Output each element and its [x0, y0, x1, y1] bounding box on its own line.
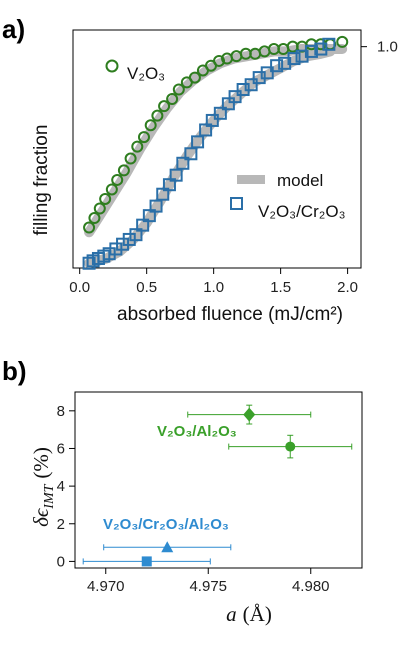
v2o3-data-point [158, 100, 171, 113]
v2o3-cr2o3-data-point [176, 156, 190, 170]
v2o3-data-point [213, 54, 226, 67]
v2o3-data-point [117, 164, 130, 177]
v2o3-cr2o3-data-point [304, 44, 318, 58]
v2o3-data-point [151, 109, 164, 122]
panel-b-x-tick-label: 4.975 [189, 578, 227, 595]
v2o3-data-point [124, 152, 137, 165]
triangle-data-point [161, 541, 174, 553]
panel-b-y-tick-label: 4 [57, 478, 65, 495]
panel-b-x-unit: (Å) [243, 602, 272, 626]
panel-a-y-axis-label: filling fraction [31, 125, 52, 236]
series-label-v2o3: V₂O₃ [127, 64, 165, 83]
panel-b-label: b) [2, 356, 27, 386]
v2o3-data-point [111, 173, 124, 186]
v2o3-cr2o3-data-point [142, 209, 156, 223]
square-data-point [141, 556, 152, 567]
panel-b-y-axis-label: δϵIMT (%) [29, 447, 57, 527]
v2o3-cr2o3-data-point [129, 228, 143, 242]
v2o3-cr2o3-data-point [221, 97, 235, 111]
v2o3-cr2o3-data-point [244, 78, 258, 92]
diamond-data-point [243, 407, 256, 422]
v2o3-data-point [105, 183, 118, 196]
panel-b-y-subscript: IMT [42, 483, 57, 509]
v2o3-data-point [83, 221, 96, 234]
panel-b-y-tick-label: 6 [57, 440, 65, 457]
panel-a-plot: 0.0 0.5 1.0 1.5 2.0 1.0 [69, 29, 398, 296]
panel-a-right-tick-label: 1.0 [377, 39, 398, 56]
v2o3-data-point [131, 140, 144, 153]
v2o3-cr2o3-data-point [156, 187, 170, 201]
panel-b-y-tick-label: 0 [57, 553, 65, 570]
v2o3-data-point [336, 35, 349, 48]
panel-a-x-axis-label: absorbed fluence (mJ/cm²) [117, 304, 343, 325]
legend-square-marker [230, 197, 243, 210]
v2o3-cr2o3-data-point [228, 90, 242, 104]
v2o3-data-point [137, 131, 150, 144]
v2o3-cr2o3-data-point [162, 178, 176, 192]
v2o3-cr2o3-data-point [169, 168, 183, 182]
v2o3-data-point [93, 202, 106, 215]
v2o3-data-point [166, 93, 179, 106]
panel-a-x-tick-label: 0.5 [136, 279, 157, 296]
group-label-v2o3-al2o3: V₂O₃/Al₂O₃ [157, 423, 237, 440]
v2o3-cr2o3-data-point [191, 135, 205, 149]
panel-b-plot-frame [74, 391, 363, 569]
v2o3-cr2o3-data-point [199, 123, 213, 137]
panel-b-x-tick-label: 4.980 [292, 578, 330, 595]
panel-a-x-tick-label: 1.0 [203, 279, 224, 296]
v2o3-data-point [88, 212, 101, 225]
legend-series-label: V₂O₃/Cr₂O₃ [258, 202, 346, 221]
v2o3-data-point [172, 83, 185, 96]
v2o3-cr2o3-data-point [322, 37, 336, 51]
v2o3-data-point [188, 71, 201, 84]
panel-a-label: a) [2, 14, 25, 44]
panel-b-y-symbol: δϵ [29, 507, 53, 527]
panel-b-y-unit: (%) [29, 447, 53, 478]
v2o3-cr2o3-data-point [149, 199, 163, 213]
v2o3-cr2o3-data-point [287, 52, 301, 66]
panel-a-plot-frame [72, 29, 362, 269]
v2o3-cr2o3-data-point [184, 147, 198, 161]
panel-b-x-symbol: a [226, 602, 237, 626]
panel-a-x-tick-label: 2.0 [337, 279, 358, 296]
panel-a-x-tick-label: 1.5 [270, 279, 291, 296]
v2o3-cr2o3-data-point [136, 218, 150, 232]
panel-b-y-tick-label: 8 [57, 403, 65, 420]
v2o3-data-point [144, 119, 157, 132]
group-label-v2o3-cr2o3-al2o3: V₂O₃/Cr₂O₃/Al₂O₃ [103, 516, 229, 533]
panel-b-x-axis-label: a (Å) [226, 602, 272, 626]
series-label-circle-marker [105, 59, 119, 73]
legend-model-label: model [277, 171, 323, 190]
v2o3-data-point [99, 192, 112, 205]
legend-model-swatch [237, 175, 265, 184]
circle-data-point [285, 441, 296, 452]
panel-b-plot: 4.970 4.975 4.980 0 2 4 6 8 V₂O₃/Al₂O₃ V₂O₃/Cr₂O₃… [57, 391, 363, 595]
v2o3-cr2o3-data-point [270, 59, 284, 73]
v2o3-cr2o3-data-point [205, 113, 219, 127]
v2o3-cr2o3-data-point [213, 106, 227, 120]
panel-b-y-tick-label: 2 [57, 516, 65, 533]
panel-b-x-tick-label: 4.970 [87, 578, 125, 595]
panel-a-x-tick-label: 0.0 [69, 279, 90, 296]
v2o3-cr2o3-data-point [260, 66, 274, 80]
